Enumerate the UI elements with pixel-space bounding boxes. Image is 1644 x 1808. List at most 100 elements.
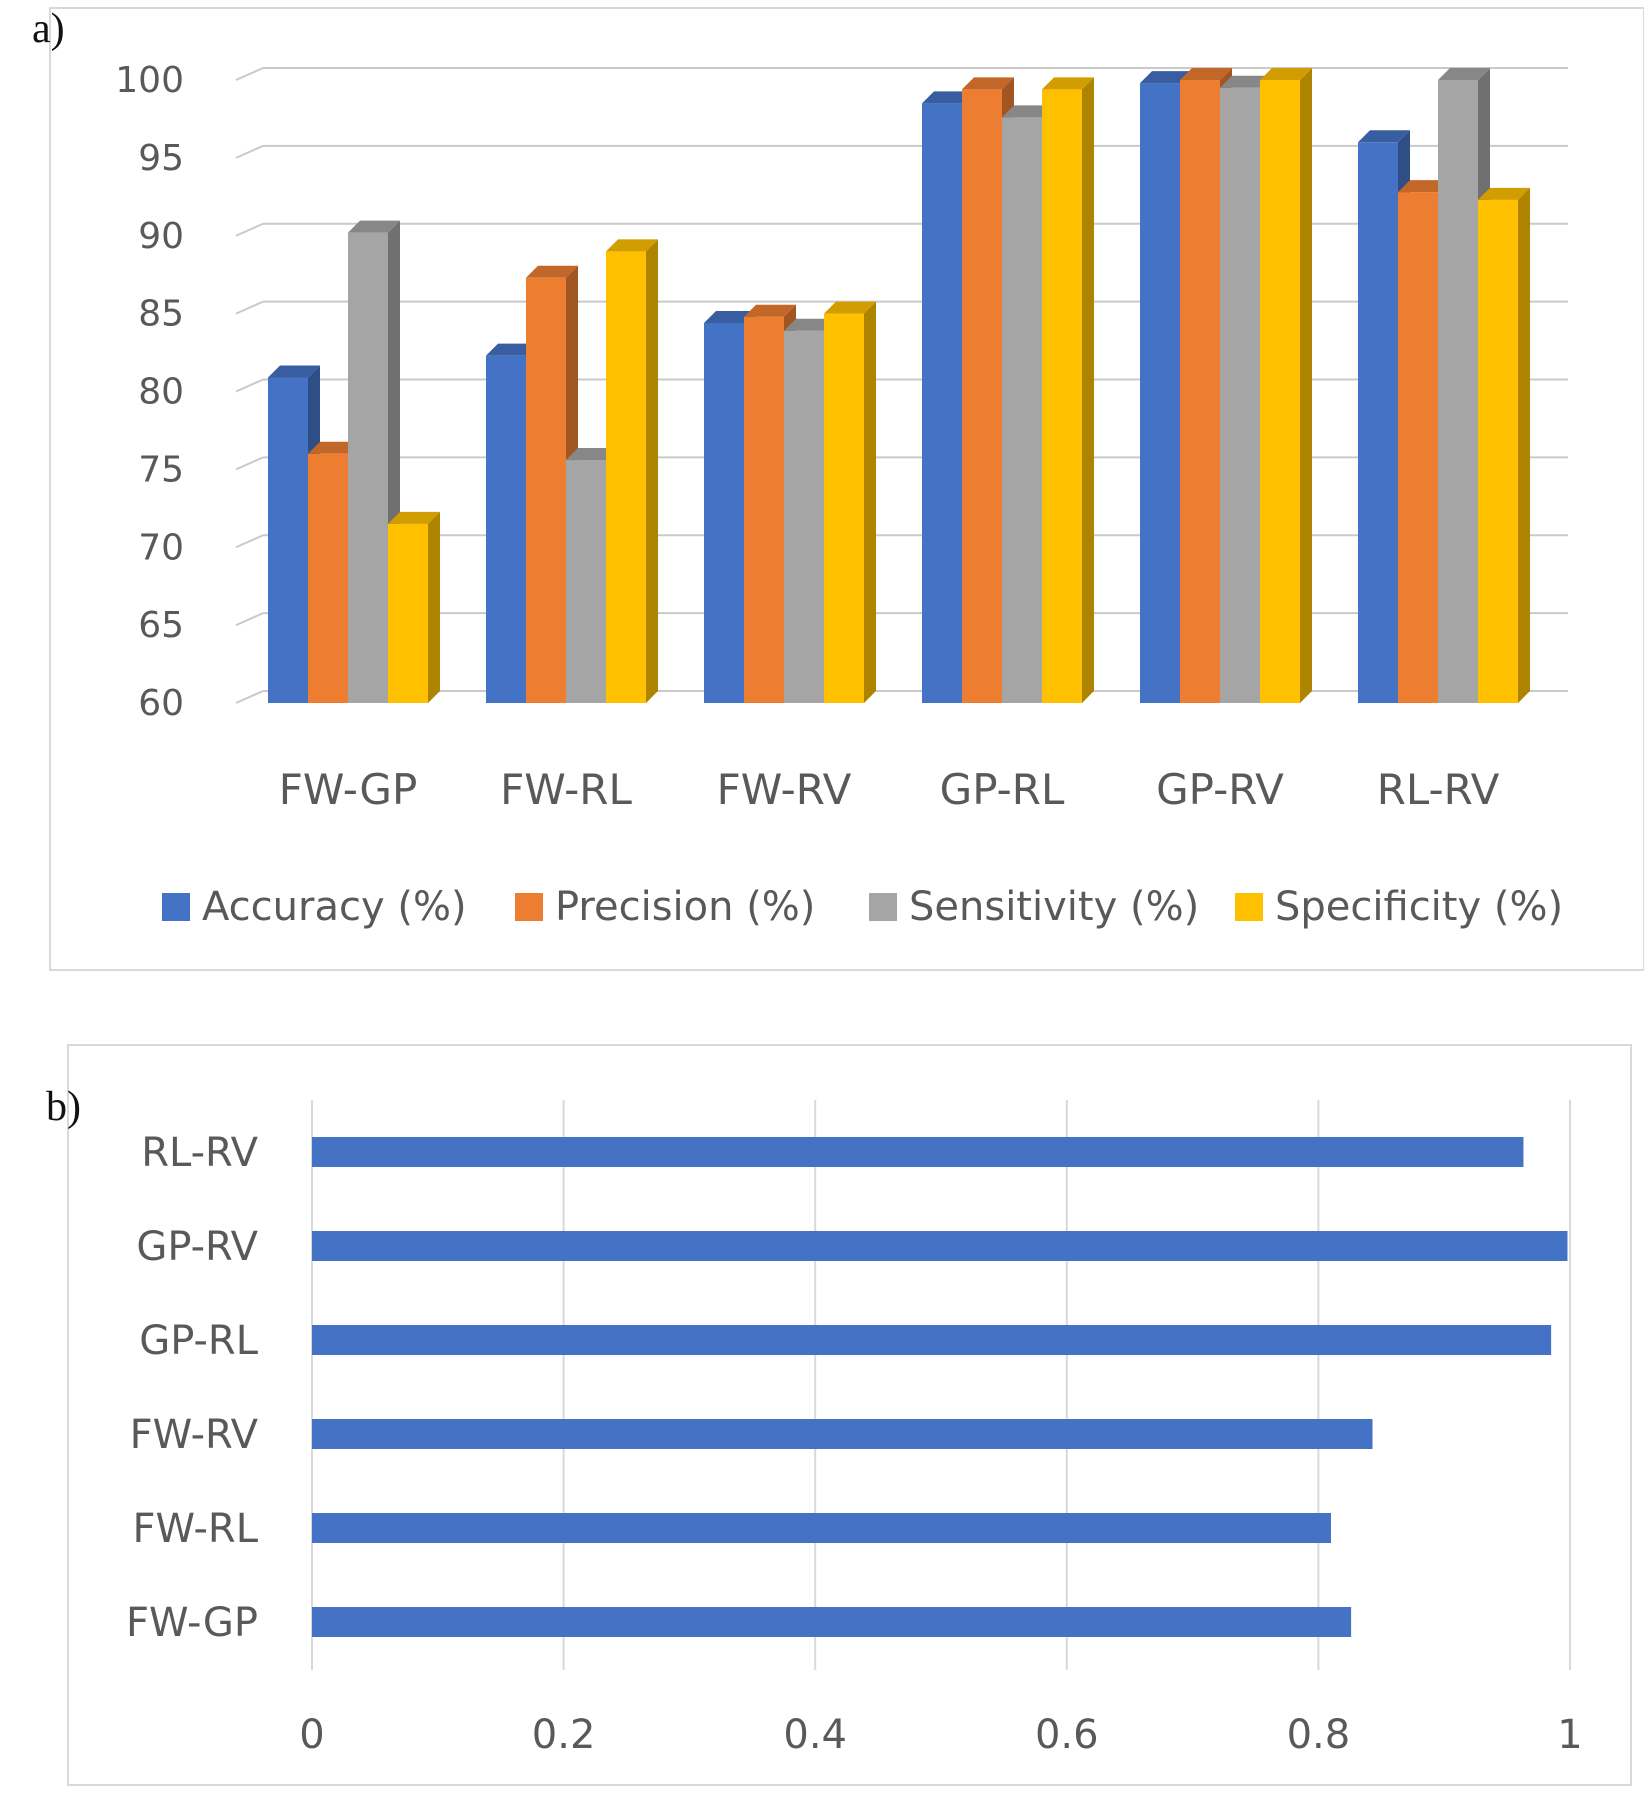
bar-top <box>566 448 618 461</box>
gridline-diagonal <box>235 378 264 393</box>
bar-top <box>1260 68 1312 80</box>
bar-front <box>1358 142 1398 704</box>
gridline-diagonal <box>235 690 264 704</box>
bar-top <box>784 318 836 331</box>
bar <box>312 1231 1568 1261</box>
bar <box>312 1513 1331 1543</box>
bar-front <box>1478 199 1518 704</box>
bar-top <box>1220 75 1272 88</box>
chart-b-frame <box>67 1044 1632 1786</box>
bar <box>1260 68 1312 703</box>
y-tick-label: 95 <box>138 138 184 179</box>
category-label: FW-RV <box>130 1412 259 1458</box>
bar-front <box>1002 117 1042 703</box>
chart-b: b) RL-RV GP-RV GP-RL FW-RV FW-RL FW-GP 0 0.2 0.… <box>46 1044 1632 1786</box>
bar-top <box>1438 68 1490 80</box>
bar-front <box>1140 83 1180 704</box>
legend-label: Precision (%) <box>555 884 815 930</box>
bar <box>312 1419 1373 1449</box>
legend-label: Accuracy (%) <box>202 884 467 930</box>
category-label: RL-RV <box>141 1130 258 1176</box>
bar-front <box>1180 80 1220 703</box>
bar <box>606 239 658 703</box>
gridline-diagonal <box>235 534 264 549</box>
bar-front <box>962 89 1002 704</box>
bar-top <box>824 301 876 314</box>
bar-top <box>348 220 400 233</box>
x-tick-label: 0.2 <box>532 1712 596 1758</box>
bar-top <box>268 365 320 378</box>
bar-front <box>388 523 428 703</box>
bar-top <box>744 304 796 317</box>
category-label: GP-RV <box>136 1224 258 1270</box>
bar <box>388 511 440 703</box>
bar-front <box>526 277 566 703</box>
bar-front <box>1042 89 1082 704</box>
bar-front <box>1398 192 1438 703</box>
bar-front <box>1438 80 1478 703</box>
x-tick-label: 1 <box>1557 1712 1582 1758</box>
bar-top <box>1042 77 1094 90</box>
chart-b-panel-label: b) <box>46 1084 81 1130</box>
bar-front <box>486 355 526 703</box>
bar-side <box>864 301 876 703</box>
legend-swatch <box>869 893 897 921</box>
x-tick-label: 0 <box>299 1712 324 1758</box>
bar-top <box>1478 187 1530 200</box>
chart-a: a) 60 65 70 75 80 85 90 95 100 FW-GP FW-RL FW-RV GP… <box>32 6 1644 971</box>
y-tick-label: 85 <box>138 294 184 335</box>
bar-front <box>1260 80 1300 703</box>
bar <box>312 1607 1352 1637</box>
y-tick-label: 70 <box>138 527 184 568</box>
bar-top <box>486 343 538 356</box>
bar-front <box>308 453 348 703</box>
bar-side <box>1518 187 1530 704</box>
legend-label: Specificity (%) <box>1275 884 1563 930</box>
gridline-diagonal <box>235 144 264 159</box>
y-tick-label: 100 <box>115 60 184 101</box>
bar <box>312 1137 1524 1167</box>
bar-front <box>704 322 744 703</box>
bar-front <box>268 377 308 703</box>
bar-top <box>1180 68 1232 80</box>
bar-side <box>646 239 658 703</box>
bar <box>824 301 876 703</box>
y-tick-label: 80 <box>138 372 184 413</box>
gridline-diagonal <box>235 67 264 81</box>
y-tick-label: 60 <box>138 683 184 724</box>
category-label: FW-RL <box>133 1506 259 1552</box>
legend-item: Accuracy (%) <box>162 884 467 930</box>
x-tick-label: 0.8 <box>1287 1712 1351 1758</box>
category-label: FW-RL <box>500 765 632 814</box>
category-label: RL-RV <box>1377 765 1500 814</box>
bar-top <box>308 441 360 454</box>
bar-side <box>1082 77 1094 704</box>
y-tick-label: 65 <box>138 605 184 646</box>
category-label: FW-GP <box>126 1600 258 1646</box>
legend-item: Specificity (%) <box>1235 884 1563 930</box>
bar-top <box>606 239 658 252</box>
category-label: GP-RL <box>940 765 1065 814</box>
bar-side <box>428 511 440 703</box>
bar-top <box>526 265 578 278</box>
bar-front <box>744 316 784 703</box>
legend-swatch <box>1235 893 1263 921</box>
bar-front <box>824 313 864 703</box>
bar-top <box>922 91 974 104</box>
gridline-diagonal <box>235 222 264 237</box>
bar-front <box>566 460 606 703</box>
bar-front <box>922 103 962 704</box>
category-label: GP-RL <box>139 1318 258 1364</box>
legend-item: Sensitivity (%) <box>869 884 1199 930</box>
bar-top <box>1398 180 1450 193</box>
bar <box>312 1325 1552 1355</box>
bar-top <box>1140 71 1192 84</box>
bar-front <box>606 251 646 703</box>
category-label: FW-RV <box>717 765 852 814</box>
bar-front <box>1220 87 1260 704</box>
bar-top <box>1002 105 1054 118</box>
y-tick-label: 90 <box>138 216 184 257</box>
bar-top <box>1358 130 1410 143</box>
chart-a-panel-label: a) <box>32 6 65 52</box>
x-tick-label: 0.4 <box>783 1712 847 1758</box>
